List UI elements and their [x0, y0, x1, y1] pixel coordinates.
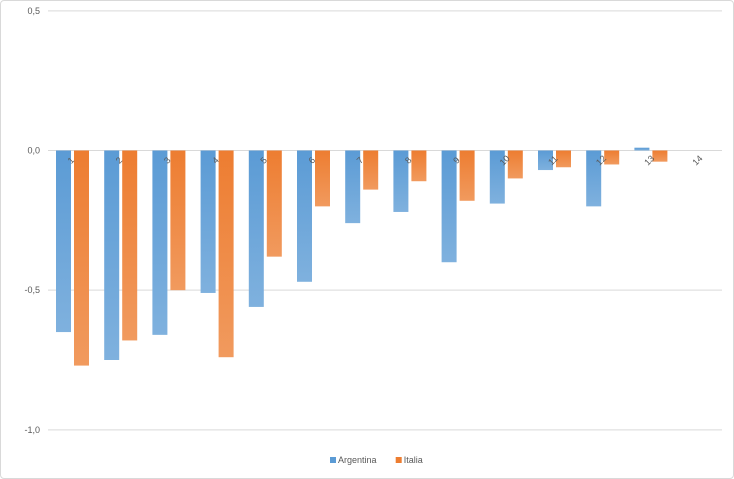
x-category-label: 2: [114, 155, 125, 166]
legend-swatch-italia: [395, 457, 402, 463]
bar-argentina-7: [345, 150, 361, 224]
bar-italia-7: [363, 150, 379, 190]
bar-italia-6: [315, 150, 330, 207]
y-tick-label: 0,0: [27, 146, 40, 156]
bar-argentina-3: [152, 150, 168, 335]
x-category-label: 14: [690, 153, 704, 167]
bar-argentina-2: [104, 150, 120, 360]
bar-italia-1: [74, 150, 89, 366]
x-category-label: 3: [162, 155, 173, 166]
bar-argentina-9: [441, 150, 457, 263]
bar-italia-9: [459, 150, 475, 201]
bar-argentina-8: [393, 150, 409, 212]
y-tick-label: -0,5: [24, 285, 40, 295]
legend-swatch-argentina: [330, 457, 336, 463]
gridlines: [48, 10, 722, 431]
bar-italia-3: [170, 150, 186, 291]
x-category-label: 8: [403, 155, 414, 166]
x-category-label: 9: [451, 155, 462, 166]
bar-italia-13: [652, 150, 668, 162]
y-axis-tick-labels: 0,5 0,0 -0,5 -1,0: [24, 6, 40, 435]
bar-italia-12: [604, 150, 620, 165]
bar-argentina-10: [489, 150, 505, 204]
bar-argentina-1: [56, 150, 71, 333]
bar-italia-4: [218, 150, 234, 358]
y-tick-label: -1,0: [24, 425, 40, 435]
bar-italia-8: [411, 150, 427, 182]
x-category-label: 6: [307, 155, 318, 166]
x-category-label: 4: [210, 155, 221, 166]
x-category-label: 5: [258, 155, 269, 166]
bar-argentina-5: [248, 150, 264, 307]
bar-argentina-11: [538, 150, 553, 171]
bar-argentina-6: [297, 150, 312, 282]
bar-italia-2: [122, 150, 138, 341]
bars: [56, 147, 668, 366]
bar-italia-10: [507, 150, 523, 179]
bar-argentina-4: [200, 150, 216, 293]
bar-italia-11: [556, 150, 571, 168]
bar-argentina-13: [634, 147, 650, 151]
x-category-label: 7: [355, 155, 366, 166]
legend-label-argentina: Argentina: [338, 455, 377, 465]
bar-argentina-12: [586, 150, 602, 207]
legend: Argentina Italia: [330, 455, 423, 465]
legend-label-italia: Italia: [404, 455, 423, 465]
bar-italia-5: [266, 150, 282, 257]
x-category-label: 1: [66, 155, 77, 166]
y-tick-label: 0,5: [27, 6, 40, 16]
